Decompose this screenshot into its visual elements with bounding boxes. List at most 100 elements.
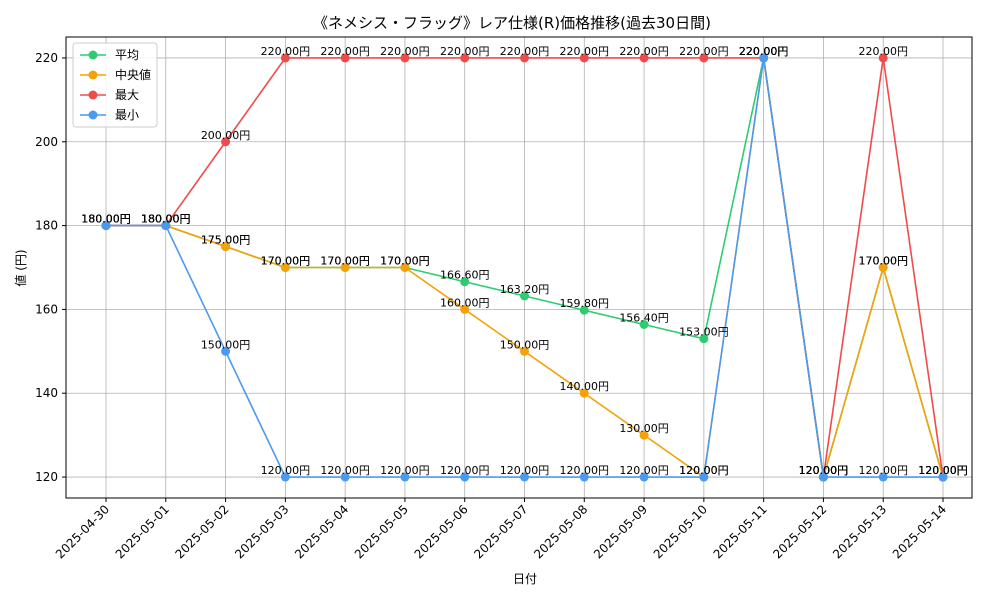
data-label: 120.00円 <box>799 464 849 477</box>
data-label: 120.00円 <box>918 464 968 477</box>
data-point <box>400 263 410 272</box>
data-label: 156.40円 <box>619 311 669 324</box>
data-point <box>699 472 709 482</box>
x-tick-label: 2025-05-08 <box>531 502 590 561</box>
data-point <box>520 472 529 482</box>
data-label: 220.00円 <box>380 45 430 58</box>
data-point <box>161 221 171 231</box>
legend-box <box>72 42 158 128</box>
legend-marker <box>88 50 98 60</box>
data-label: 180.00円 <box>81 213 131 226</box>
data-label: 120.00円 <box>918 464 968 477</box>
x-tick-label: 2025-05-02 <box>172 502 231 561</box>
x-tick-label: 2025-05-12 <box>770 502 829 561</box>
data-label: 120.00円 <box>679 464 729 477</box>
data-label: 200.00円 <box>201 129 251 142</box>
data-label: 120.00円 <box>799 464 849 477</box>
data-point <box>340 263 350 272</box>
data-point <box>639 53 649 63</box>
data-label: 180.00円 <box>141 213 191 226</box>
data-label: 175.00円 <box>201 234 251 247</box>
series-layer <box>101 53 948 482</box>
data-point <box>280 53 290 63</box>
data-label: 170.00円 <box>320 255 370 268</box>
legend-label: 中央値 <box>115 67 151 82</box>
plot-frame <box>65 36 973 499</box>
data-point <box>878 53 888 63</box>
data-point <box>460 304 470 314</box>
legend-marker <box>88 70 98 80</box>
y-tick-label: 140 <box>35 386 58 400</box>
data-label: 220.00円 <box>560 45 610 58</box>
chart-title: 《ネメシス・フラッグ》レア仕様(R)価格推移(過去30日間) <box>313 14 711 32</box>
data-label: 170.00円 <box>261 255 311 268</box>
data-label: 120.00円 <box>320 464 370 477</box>
data-point <box>699 334 709 344</box>
data-label: 175.00円 <box>201 234 251 247</box>
data-point <box>400 472 410 482</box>
x-tick-label: 2025-05-04 <box>292 502 351 561</box>
x-axis-label: 日付 <box>513 572 537 586</box>
data-point <box>878 263 888 272</box>
data-point <box>878 472 888 482</box>
data-label: 120.00円 <box>918 464 968 477</box>
data-label: 120.00円 <box>918 464 968 477</box>
data-point <box>460 277 470 287</box>
data-label: 140.00円 <box>560 380 610 393</box>
y-tick-label: 200 <box>35 135 58 149</box>
legend-label: 最大 <box>115 88 139 102</box>
data-label: 220.00円 <box>320 45 370 58</box>
x-tick-label: 2025-05-10 <box>651 502 710 561</box>
x-tick-label: 2025-05-03 <box>232 502 291 561</box>
data-label: 150.00円 <box>201 338 251 351</box>
data-label: 170.00円 <box>320 255 370 268</box>
x-tick-label: 2025-05-06 <box>412 502 471 561</box>
data-point <box>579 388 589 398</box>
data-label: 170.00円 <box>380 255 430 268</box>
data-label: 180.00円 <box>141 213 191 226</box>
data-point <box>818 472 828 482</box>
data-label: 220.00円 <box>858 45 908 58</box>
data-point <box>639 319 649 329</box>
data-point <box>400 53 410 63</box>
legend-label: 最小 <box>115 108 139 122</box>
data-point <box>520 346 529 356</box>
data-label: 180.00円 <box>81 213 131 226</box>
data-point <box>460 53 470 63</box>
data-point <box>340 472 350 482</box>
data-label: 120.00円 <box>500 464 550 477</box>
legend-marker <box>88 110 98 120</box>
y-tick-label: 220 <box>35 51 58 65</box>
x-tick-label: 2025-04-30 <box>53 502 112 561</box>
data-point <box>101 221 111 231</box>
data-label: 220.00円 <box>679 45 729 58</box>
y-tick-label: 180 <box>35 219 58 233</box>
data-label: 159.80円 <box>560 297 610 310</box>
data-label: 160.00円 <box>440 296 490 309</box>
data-point <box>280 472 290 482</box>
data-point <box>639 430 649 440</box>
data-label: 180.00円 <box>81 213 131 226</box>
data-label: 120.00円 <box>440 464 490 477</box>
data-label: 220.00円 <box>739 45 789 58</box>
data-point <box>221 346 231 356</box>
data-point <box>520 291 529 301</box>
data-point <box>579 305 589 315</box>
data-label: 120.00円 <box>679 464 729 477</box>
data-label: 153.00円 <box>679 326 729 339</box>
data-point <box>579 53 589 63</box>
data-label: 170.00円 <box>261 255 311 268</box>
data-label: 180.00円 <box>141 213 191 226</box>
data-label: 220.00円 <box>440 45 490 58</box>
x-tick-label: 2025-05-01 <box>113 502 172 561</box>
data-point <box>221 137 231 147</box>
legend-label: 平均 <box>115 48 139 62</box>
data-label: 120.00円 <box>261 464 311 477</box>
data-point <box>579 472 589 482</box>
data-point <box>340 53 350 63</box>
x-tick-label: 2025-05-05 <box>352 502 411 561</box>
